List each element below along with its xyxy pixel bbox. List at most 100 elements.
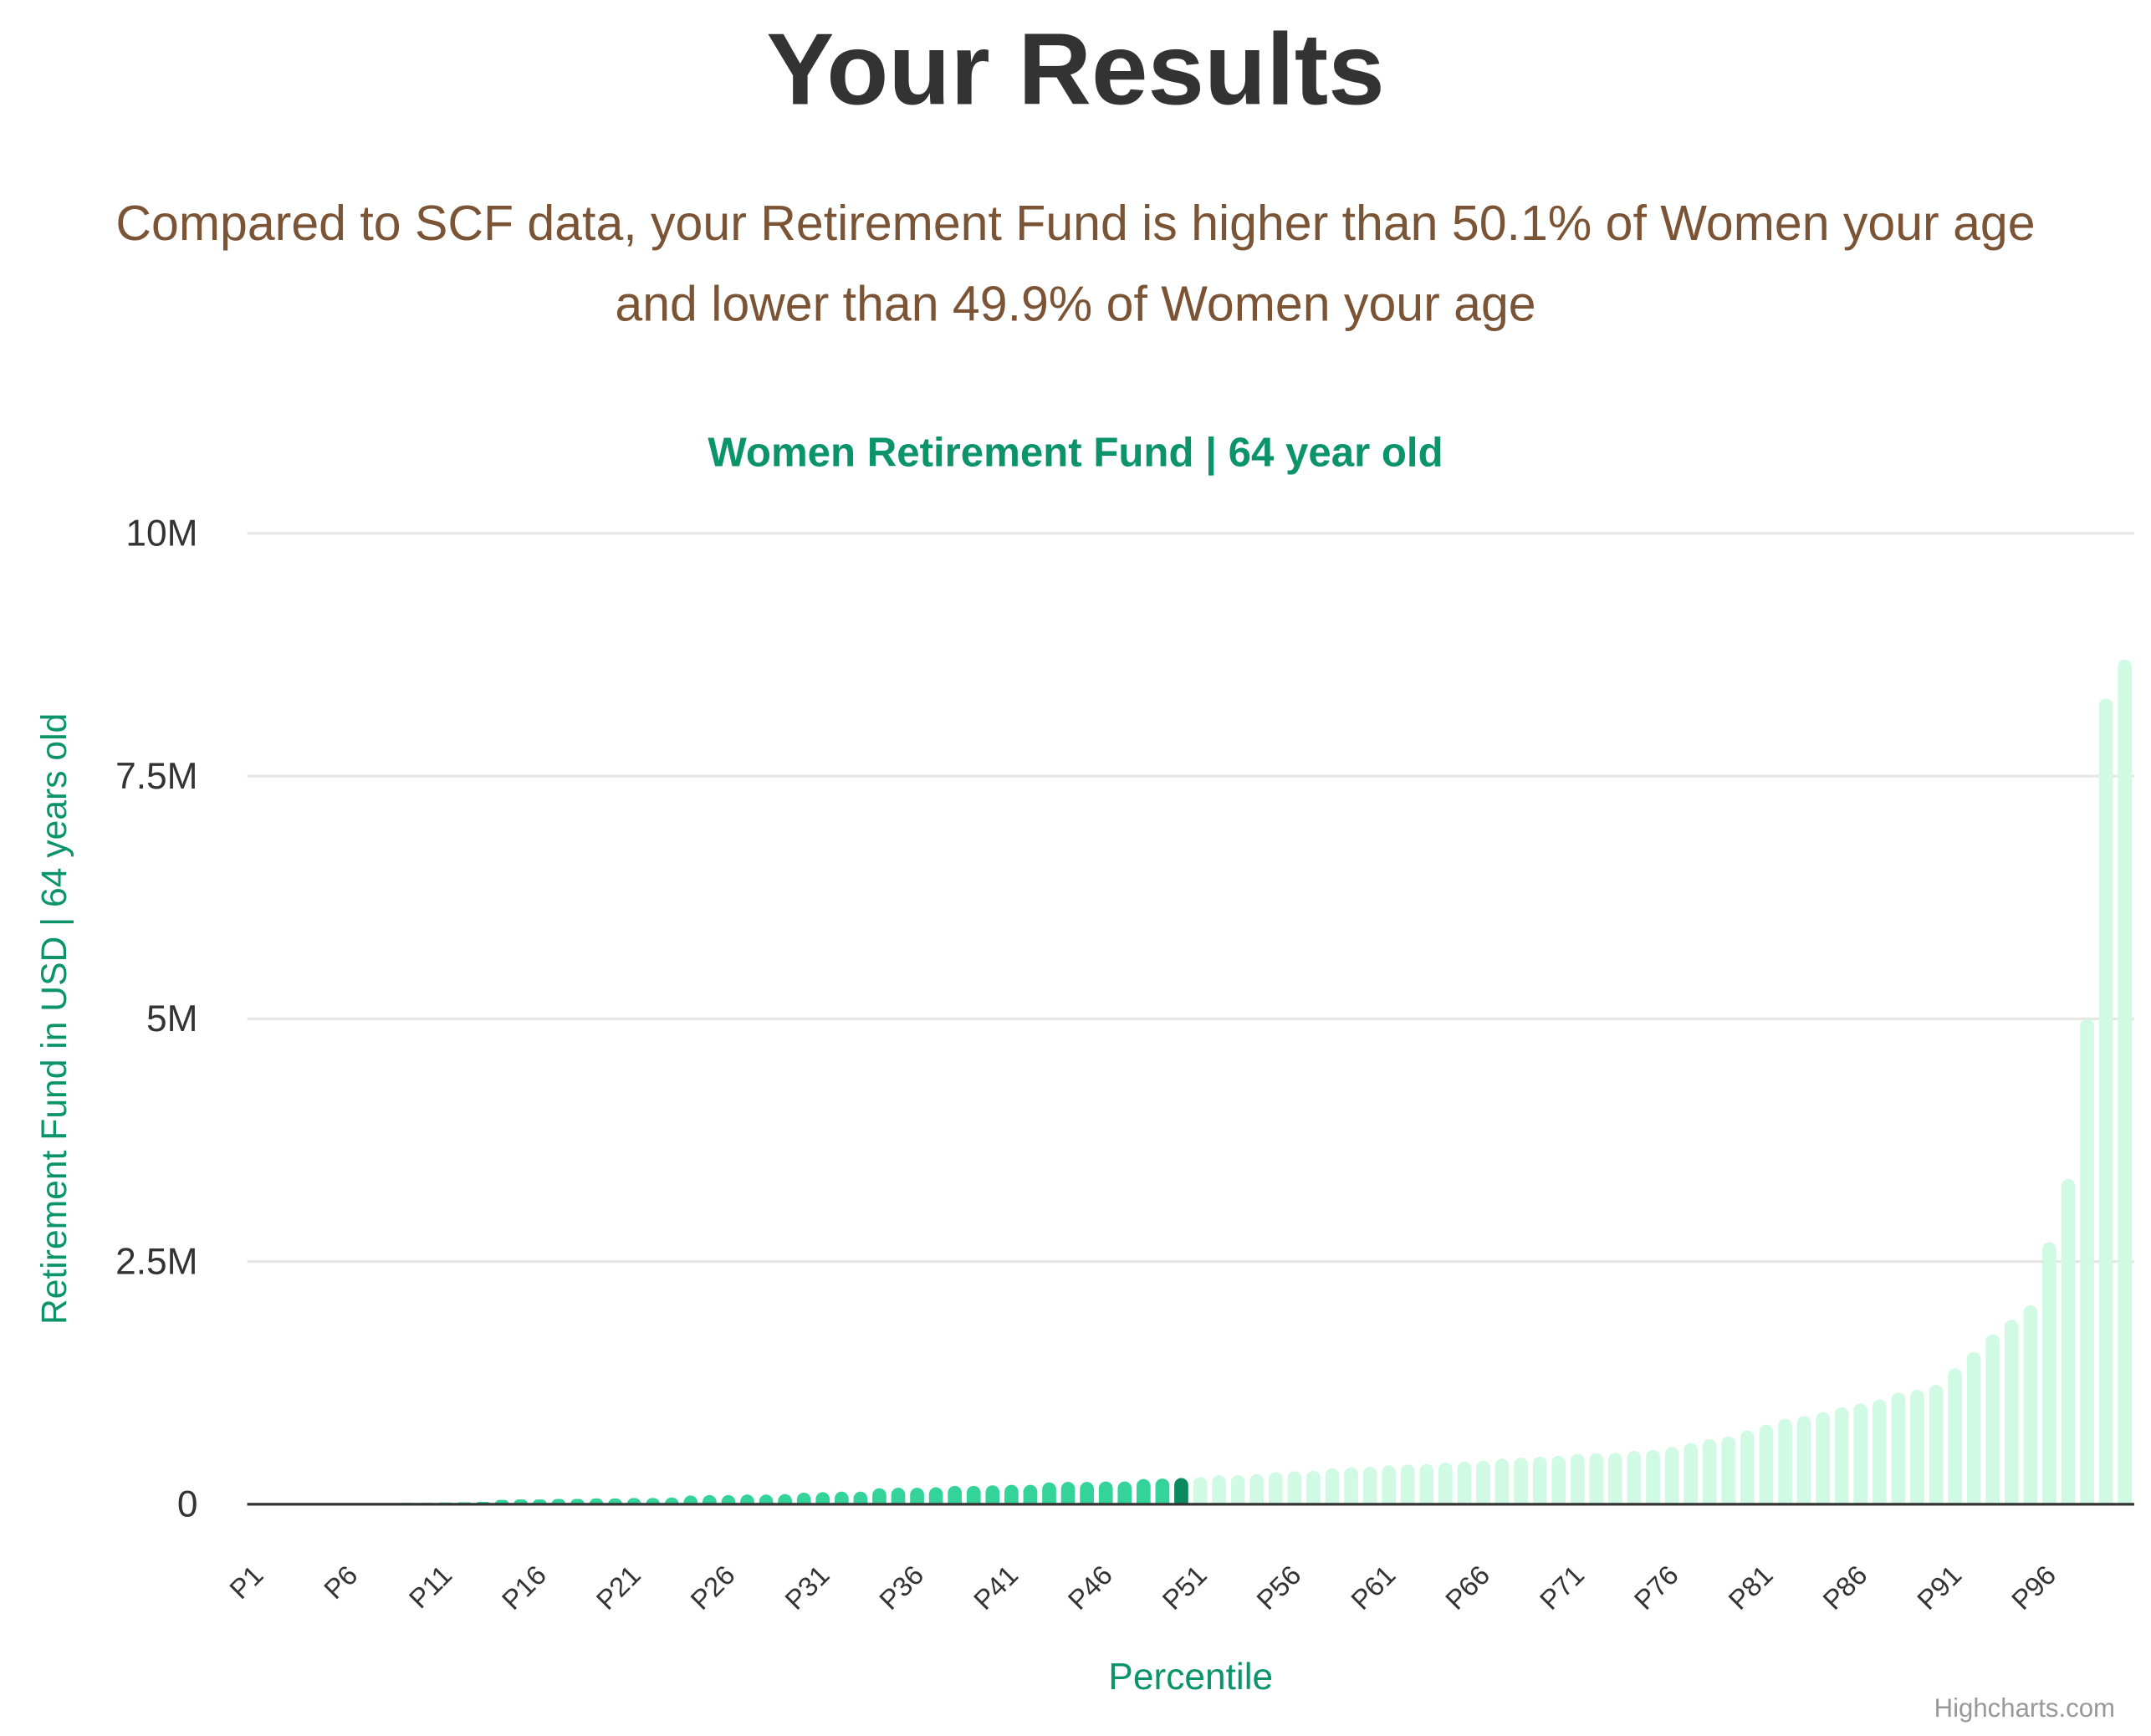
x-tick-label: P1 [223, 1560, 269, 1606]
bar [1193, 1477, 1208, 1504]
y-tick-label: 2.5M [115, 1241, 197, 1282]
bar [759, 1494, 774, 1504]
credits[interactable]: Highcharts.com [1934, 1693, 2115, 1723]
bar [1494, 1458, 1510, 1504]
bar [1532, 1456, 1547, 1504]
bar [683, 1495, 698, 1504]
bar [626, 1498, 641, 1504]
bar [1457, 1461, 1472, 1504]
bar [1778, 1418, 1792, 1504]
bar [2098, 698, 2113, 1504]
bar [1249, 1473, 1265, 1504]
x-axis-title: Percentile [1108, 1657, 1273, 1698]
bar [1476, 1460, 1490, 1504]
bar [1740, 1430, 1755, 1504]
x-tick-label: P26 [684, 1560, 740, 1616]
bar [1816, 1412, 1830, 1504]
bar [1589, 1453, 1604, 1504]
bar [1438, 1462, 1453, 1504]
x-tick-label: P66 [1439, 1560, 1495, 1616]
bar [721, 1494, 736, 1504]
chart-title: Women Retirement Fund | 64 year old [708, 430, 1443, 477]
bar [703, 1494, 717, 1504]
subtitle: Compared to SCF data, your Retirement Fu… [115, 196, 2035, 251]
bar [1098, 1481, 1113, 1504]
bar [853, 1491, 868, 1504]
bar [891, 1488, 906, 1504]
x-tick-label: P41 [968, 1560, 1024, 1616]
bar [1551, 1455, 1566, 1504]
x-tick-label: P61 [1345, 1560, 1401, 1616]
bar [1948, 1368, 1962, 1504]
x-tick-label: P76 [1628, 1560, 1684, 1616]
y-tick-label: 7.5M [115, 756, 197, 797]
bar [1400, 1464, 1415, 1504]
bar [1872, 1399, 1887, 1504]
page-title: Your Results [766, 13, 1384, 126]
x-tick-label: P56 [1250, 1560, 1306, 1616]
y-tick-label: 0 [177, 1484, 198, 1525]
bar [1721, 1436, 1736, 1504]
bar [2118, 659, 2133, 1504]
y-tick-label: 5M [146, 998, 197, 1039]
bar [1325, 1468, 1340, 1504]
bar [740, 1494, 754, 1504]
bar [1664, 1447, 1679, 1504]
bar [966, 1485, 981, 1504]
bar [1608, 1453, 1622, 1504]
bar [1155, 1478, 1170, 1504]
x-tick-label: P91 [1911, 1560, 1967, 1616]
bar [589, 1498, 604, 1504]
bar [2061, 1178, 2076, 1504]
x-tick-label: P81 [1722, 1560, 1778, 1616]
bar [872, 1488, 886, 1504]
x-tick-label: P11 [403, 1560, 458, 1615]
bar [1834, 1407, 1849, 1504]
bar [1287, 1471, 1302, 1504]
bar [2080, 1019, 2094, 1504]
x-tick-label: P36 [873, 1560, 929, 1616]
subtitle: and lower than 49.9% of Women your age [615, 277, 1535, 332]
bar [1136, 1478, 1151, 1504]
bar [1702, 1439, 1717, 1504]
bar [1966, 1351, 1981, 1504]
y-axis-title: Retirement Fund in USD | 64 years old [34, 713, 74, 1325]
bar [1910, 1389, 1924, 1504]
bar [834, 1491, 849, 1504]
x-tick-label: P6 [318, 1560, 364, 1606]
bar [1004, 1484, 1019, 1504]
bar [646, 1498, 661, 1504]
bar [1344, 1467, 1358, 1504]
bar [1306, 1470, 1321, 1504]
x-tick-label: P16 [496, 1560, 552, 1616]
bar [1080, 1482, 1094, 1504]
x-tick-label: P21 [590, 1560, 646, 1616]
bar [1419, 1463, 1434, 1504]
bar [948, 1485, 963, 1504]
bar [1796, 1416, 1811, 1504]
bar [1117, 1481, 1132, 1504]
bar [910, 1488, 924, 1504]
bar [1891, 1392, 1906, 1504]
x-tick-label: P86 [1816, 1560, 1873, 1616]
bar [608, 1498, 622, 1504]
bar [1929, 1385, 1944, 1504]
bar [1853, 1403, 1868, 1504]
bar [1042, 1482, 1056, 1504]
bar [2023, 1305, 2038, 1504]
bar [1212, 1475, 1226, 1504]
bar [1759, 1424, 1774, 1504]
bar [1230, 1475, 1245, 1504]
bar [1627, 1451, 1642, 1504]
bar [1174, 1478, 1188, 1504]
bar [1268, 1472, 1283, 1504]
bar [1985, 1334, 2000, 1504]
bar [2042, 1242, 2056, 1504]
x-tick-label: P31 [779, 1560, 835, 1616]
bar [815, 1492, 830, 1504]
bar [985, 1485, 1000, 1504]
bar [928, 1487, 943, 1504]
bar [1060, 1482, 1076, 1504]
bar [2004, 1320, 2019, 1504]
